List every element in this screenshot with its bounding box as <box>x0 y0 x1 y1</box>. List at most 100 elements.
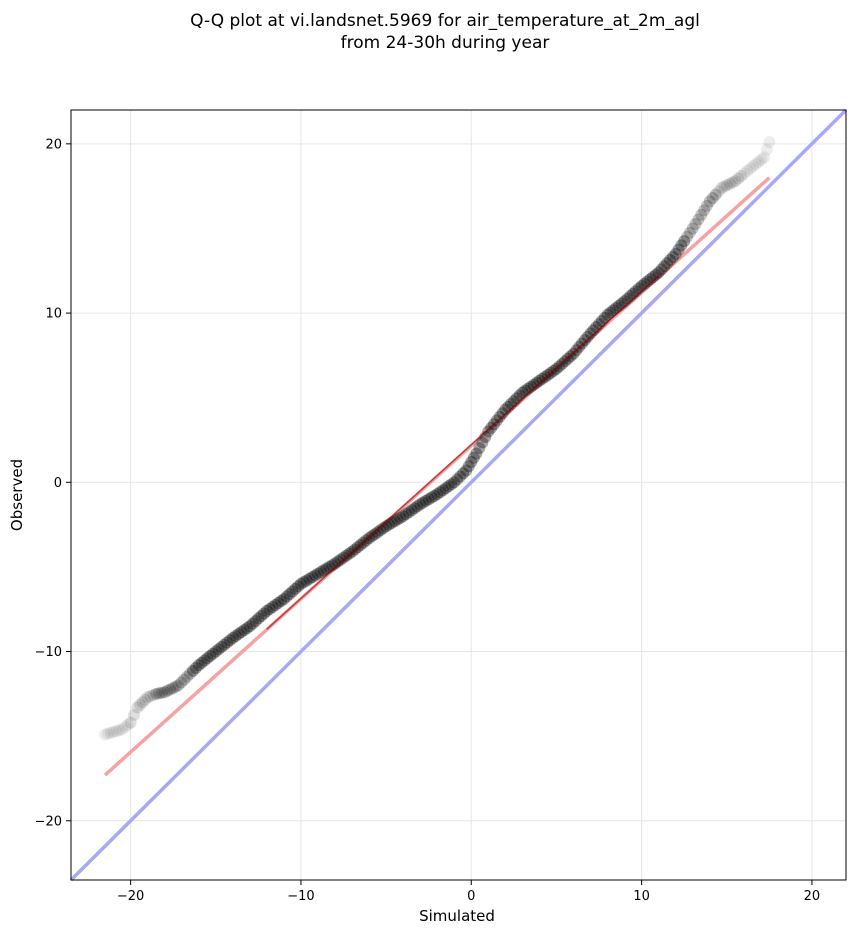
quantile-point <box>320 562 333 575</box>
quantile-point <box>715 181 728 194</box>
quantile-point <box>300 574 313 587</box>
quantile-point <box>141 691 154 704</box>
quantile-point <box>218 638 231 651</box>
quantile-point <box>283 588 296 600</box>
quantile-point <box>232 628 245 641</box>
x-axis-ticks: −20 −10 0 10 20 <box>117 880 820 904</box>
quantile-point <box>703 195 716 208</box>
quantile-point <box>192 659 205 672</box>
quantile-point <box>729 175 742 188</box>
y-axis-ticks: −20 −10 0 10 20 <box>35 137 71 829</box>
quantile-point <box>641 275 654 288</box>
quantile-point <box>476 436 489 449</box>
quantile-point <box>533 374 546 387</box>
quantile-point <box>306 571 319 584</box>
quantile-point <box>723 177 736 190</box>
quantile-point <box>675 239 688 252</box>
quantile-point <box>700 199 713 212</box>
quantile-point <box>695 208 708 221</box>
quantile-point <box>223 634 236 647</box>
quantile-point <box>209 645 222 658</box>
quantile-point <box>457 467 470 480</box>
quantile-point <box>204 650 217 663</box>
quantile-point <box>760 143 773 156</box>
quantile-point <box>758 151 771 164</box>
quantile-point <box>181 670 194 683</box>
quantile-point <box>746 160 759 173</box>
quantile-point <box>655 263 668 276</box>
quantile-point <box>121 718 134 731</box>
quantile-point <box>587 324 600 337</box>
quantile-point <box>172 679 185 692</box>
quantile-point <box>235 626 248 639</box>
quantile-point <box>241 622 254 635</box>
quantile-points <box>99 136 776 741</box>
quantile-point <box>169 680 182 693</box>
quantile-point <box>101 727 114 740</box>
quantile-point <box>212 643 225 656</box>
quantile-point <box>116 723 129 736</box>
x-tick-label: −20 <box>117 889 144 904</box>
x-tick-label: 10 <box>633 889 650 904</box>
quantile-point <box>266 600 279 613</box>
y-tick-label: −20 <box>35 814 62 829</box>
quantile-point <box>439 482 452 495</box>
quantile-point <box>368 528 381 541</box>
y-axis-label: Observed <box>8 459 26 531</box>
quantile-point <box>678 235 691 248</box>
quantile-point <box>735 170 748 182</box>
quantile-point <box>683 226 696 239</box>
quantile-point <box>340 549 353 562</box>
quantile-point <box>431 488 444 501</box>
chart-subtitle: from 24-30h during year <box>341 33 550 53</box>
quantile-point <box>408 502 421 515</box>
quantile-point <box>388 515 401 528</box>
quantile-point <box>741 164 754 177</box>
quantile-point <box>277 593 290 606</box>
quantile-point <box>399 508 412 521</box>
quantile-point <box>442 480 455 493</box>
quantile-point <box>377 522 390 535</box>
quantile-point <box>380 520 393 533</box>
quantile-point <box>133 698 146 711</box>
quantile-point <box>470 447 483 460</box>
quantile-point <box>124 716 137 729</box>
quantile-point <box>292 580 305 593</box>
quantile-point <box>581 330 594 343</box>
quantile-point <box>221 636 234 649</box>
quantile-point <box>405 504 418 517</box>
quantile-point <box>136 696 149 709</box>
quantile-point <box>164 683 177 696</box>
quantile-point <box>303 572 316 585</box>
quantile-point <box>712 185 725 198</box>
quantile-point <box>658 260 671 273</box>
y-tick-label: 20 <box>45 137 62 152</box>
quantile-point <box>419 494 432 507</box>
quantile-point <box>749 158 762 171</box>
quantile-point <box>738 167 751 180</box>
quantile-point <box>539 370 552 383</box>
quantile-point <box>158 686 171 699</box>
quantile-point <box>425 491 438 504</box>
quantile-point <box>649 268 662 281</box>
quantile-point <box>260 604 273 617</box>
quantile-point <box>201 652 214 665</box>
quantile-point <box>755 153 768 166</box>
quantile-point <box>131 701 144 714</box>
quantile-point <box>391 513 404 526</box>
quantile-point <box>445 478 458 491</box>
quantile-point <box>255 610 268 622</box>
quantile-point <box>263 602 276 615</box>
quantile-point <box>689 217 702 230</box>
quantile-point <box>289 582 302 595</box>
quantile-point <box>243 620 256 633</box>
quantile-point <box>107 725 120 738</box>
quantile-point <box>530 376 543 389</box>
quantile-point <box>275 595 288 608</box>
quantile-point <box>226 632 239 644</box>
quantile-point <box>215 641 228 654</box>
quantile-point <box>161 684 174 697</box>
quantile-point <box>499 403 512 416</box>
quantile-point <box>334 553 347 566</box>
